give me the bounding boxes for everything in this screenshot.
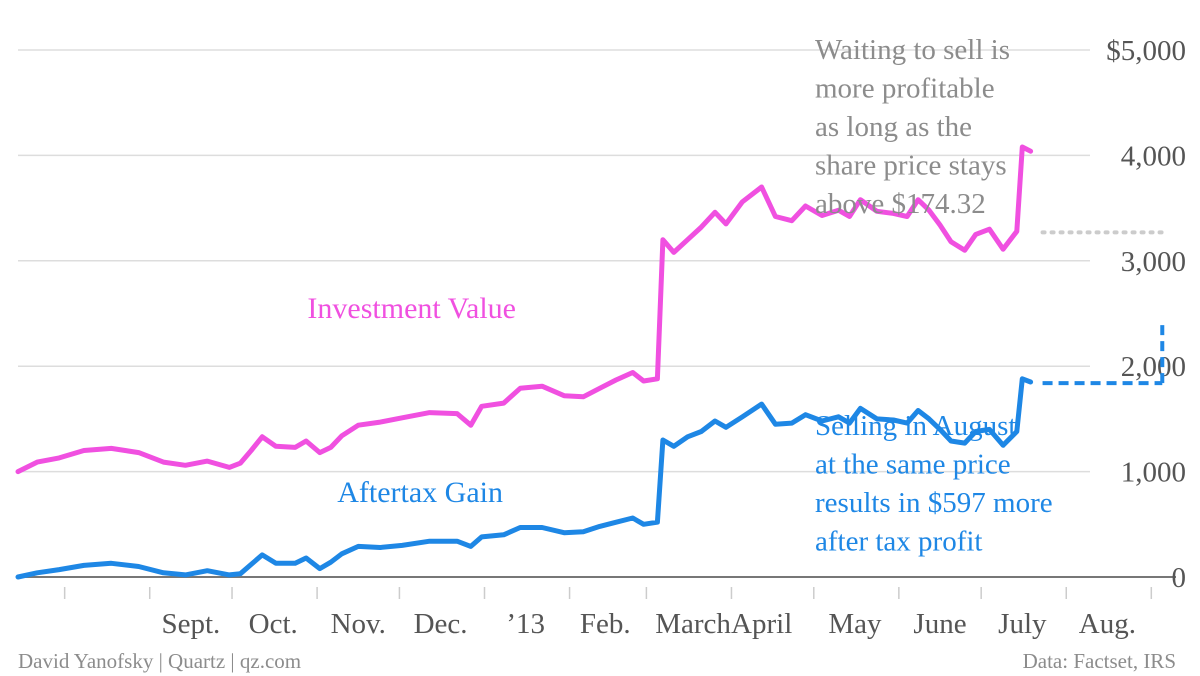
x-month-label: Oct. — [249, 608, 298, 640]
projection-lines — [1040, 230, 1165, 386]
annotation-line: at the same price — [815, 449, 1011, 481]
annotation-line: Waiting to sell is — [815, 34, 1010, 66]
annotation-bottom-note: Selling in August at the same price result… — [815, 410, 1053, 558]
y-tick-label: $5,000 — [1106, 35, 1186, 67]
x-axis-ticks — [63, 587, 1153, 599]
footer-source: Data: Factset, IRS — [1023, 649, 1176, 673]
annotation-line: share price stays — [815, 150, 1007, 182]
y-tick-label: 3,000 — [1121, 246, 1186, 278]
series-label-investment-value: Investment Value — [307, 292, 516, 325]
annotation-line: after tax profit — [815, 526, 982, 558]
annotation-line: above $174.32 — [815, 188, 986, 220]
x-month-label: Dec. — [414, 608, 468, 640]
series-line-aftertax-gain — [15, 376, 1034, 580]
x-month-label: May — [828, 608, 882, 640]
x-month-label: Aug. — [1079, 608, 1136, 640]
x-month-label: Sept. — [161, 608, 220, 640]
annotation-top-note: Waiting to sell is more profitable as long… — [815, 34, 1010, 220]
annotation-line: as long as the — [815, 111, 972, 143]
y-tick-label: 1,000 — [1121, 457, 1186, 489]
annotation-line: results in $597 more — [815, 487, 1053, 519]
x-month-label: April — [731, 608, 792, 640]
series-lines — [15, 144, 1034, 580]
grid-lines — [18, 49, 1176, 578]
y-tick-label: 4,000 — [1121, 140, 1186, 172]
series-line-investment-value — [15, 144, 1034, 475]
x-month-label: Feb. — [580, 608, 631, 640]
x-month-label: Nov. — [331, 608, 386, 640]
annotation-line: Selling in August — [815, 410, 1016, 442]
y-axis-tick-labels: 0 1,000 2,000 3,000 4,000 $5,000 — [1106, 35, 1186, 594]
annotation-line: more profitable — [815, 73, 995, 105]
y-tick-label: 2,000 — [1121, 351, 1186, 383]
x-axis-month-labels: Sept. Oct. Nov. Dec. ’13 Feb. March April May Jun… — [161, 608, 1136, 640]
x-month-label: March — [655, 608, 731, 640]
x-month-label: ’13 — [506, 608, 545, 640]
footer-credit: David Yanofsky | Quartz | qz.com — [18, 649, 301, 673]
y-tick-label: 0 — [1172, 562, 1187, 594]
x-month-label: June — [913, 608, 966, 640]
series-label-aftertax-gain: Aftertax Gain — [337, 476, 503, 509]
x-month-label: July — [998, 608, 1047, 640]
